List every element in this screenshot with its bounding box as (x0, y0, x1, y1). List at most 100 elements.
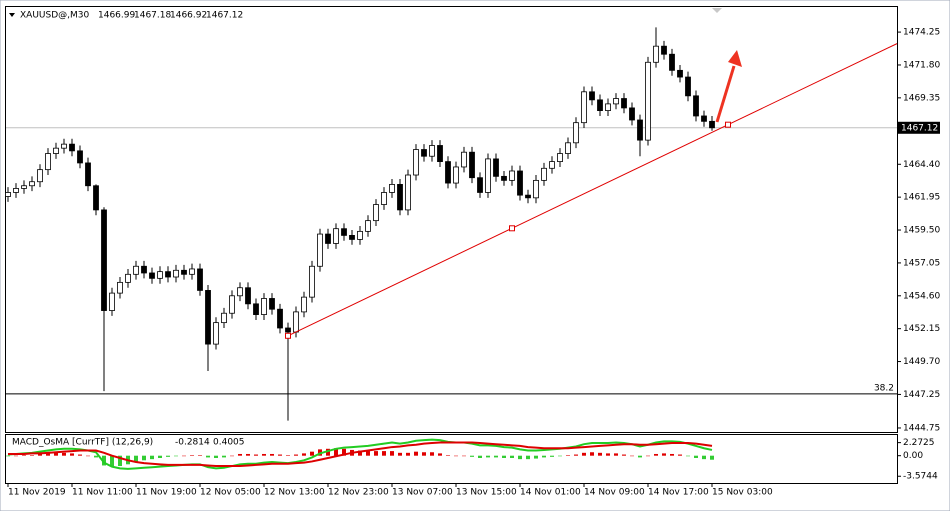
x-tick-label: 14 Nov 01:00 (520, 488, 581, 498)
trendline-anchor (285, 332, 291, 339)
osma-bar (534, 455, 538, 459)
candle-body (341, 228, 347, 236)
osma-bar (622, 454, 626, 456)
osma-bar (406, 452, 410, 456)
candle-body (549, 161, 555, 169)
candle-body (181, 269, 187, 275)
x-tick-label: 14 Nov 17:00 (648, 488, 709, 498)
candle-body (405, 174, 411, 211)
y-tick-label: 1447.25 (903, 390, 940, 400)
candle-body (309, 265, 315, 298)
osma-bar (390, 451, 394, 456)
osma-bar (558, 455, 562, 457)
osma-bar (54, 452, 58, 456)
candle-body (477, 177, 483, 193)
osma-bar (686, 455, 690, 457)
menu-arrow (9, 13, 15, 17)
osma-bar (302, 453, 306, 456)
osma-bar (462, 455, 466, 457)
candle-body (525, 194, 531, 199)
candle-body (261, 298, 267, 315)
candle-body (453, 166, 459, 184)
osma-bar (526, 455, 530, 460)
osma-bar (670, 453, 674, 456)
osma-bar (702, 455, 706, 460)
candle-body (29, 181, 35, 187)
candle-body (269, 298, 275, 310)
osma-bar (486, 455, 490, 458)
candle-body (245, 287, 251, 305)
osma-bar (270, 453, 274, 456)
osma-bar (246, 453, 250, 456)
candle-body (5, 192, 11, 197)
candle-body (221, 312, 227, 324)
osma-bar (430, 452, 434, 456)
candle-body (285, 327, 291, 333)
osma-bar (630, 455, 634, 457)
y-tick-label: 1471.80 (903, 60, 940, 70)
candle-body (389, 184, 395, 193)
osma-bar (678, 454, 682, 456)
osma-bar (598, 452, 602, 456)
candle-body (109, 292, 115, 311)
last-price-label: 1467.12 (901, 123, 938, 133)
osma-bar (662, 453, 666, 456)
osma-bar (310, 451, 314, 456)
osma-bar (70, 453, 74, 456)
candle-body (69, 143, 75, 152)
candle-body (189, 268, 195, 275)
readout-value: 1467.18 (134, 11, 171, 21)
candle-body (541, 167, 547, 181)
osma-bar (214, 455, 218, 458)
x-tick-label: 11 Nov 19:00 (136, 488, 197, 498)
candle-body (429, 145, 435, 157)
osma-bar (182, 455, 186, 457)
candle-body (133, 265, 139, 275)
osma-bar (294, 454, 298, 456)
candle-body (597, 99, 603, 111)
osma-bar (198, 455, 202, 456)
candle-body (509, 170, 515, 181)
osma-bar (46, 453, 50, 456)
osma-bar (190, 455, 194, 456)
candle-body (13, 188, 19, 193)
candle-body (589, 91, 595, 101)
osma-bar (646, 455, 650, 457)
candle-body (677, 69, 683, 78)
osma-bar (78, 454, 82, 456)
osma-bar (150, 455, 154, 460)
macd-line (7, 438, 713, 470)
y-tick-label: 1459.50 (903, 226, 940, 236)
candle-body (157, 271, 163, 279)
osma-bar (398, 452, 402, 456)
osma-bar (110, 455, 114, 467)
osma-bar (230, 455, 234, 457)
candle-body (301, 296, 307, 313)
candle-body (397, 184, 403, 211)
osma-bar (414, 451, 418, 456)
candle-body (645, 61, 651, 141)
x-tick-label: 15 Nov 03:00 (712, 488, 773, 498)
osma-bar (574, 454, 578, 456)
indicator-panel (5, 434, 898, 484)
osma-bar (142, 455, 146, 461)
readout-value: 1466.92 (170, 11, 207, 21)
x-tick-label: 13 Nov 07:00 (392, 488, 453, 498)
osma-bar (38, 453, 42, 456)
osma-bar (494, 455, 498, 458)
candle-body (709, 120, 715, 129)
osma-bar (166, 455, 170, 457)
osma-bar (238, 453, 242, 456)
signal-line (8, 441, 713, 468)
osma-bar (478, 455, 482, 458)
candle-body (357, 230, 363, 240)
indicator-name: MACD_OsMA [CurrTF] (12,26,9) (12, 438, 153, 448)
osma-bar (366, 451, 370, 456)
candle-body (333, 228, 339, 244)
y2-tick-label: 2.2725 (903, 438, 935, 448)
trendline-extension (727, 43, 898, 126)
candle-body (165, 271, 171, 278)
x-tick-label: 12 Nov 23:00 (328, 488, 389, 498)
